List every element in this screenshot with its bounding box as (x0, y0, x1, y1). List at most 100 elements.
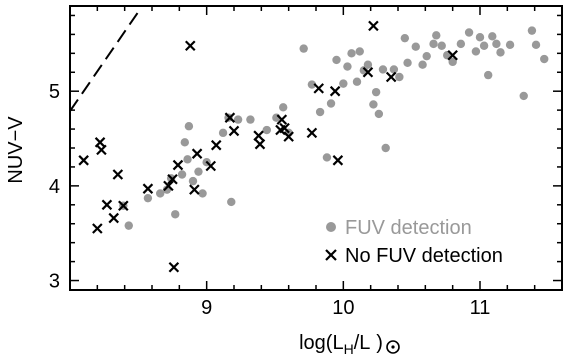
data-point-no-fuv-stroke-b (167, 173, 178, 185)
data-point-fuv (363, 60, 373, 69)
data-point-no-fuv-stroke-b (362, 66, 374, 78)
data-point-no-fuv-stroke-b (191, 148, 203, 159)
data-point-fuv (124, 221, 133, 230)
data-point-no-fuv-stroke-b (112, 169, 124, 180)
data-point-fuv (496, 48, 505, 57)
data-point-fuv (448, 57, 457, 67)
data-point-fuv (527, 26, 537, 35)
data-point-fuv (352, 77, 362, 86)
legend-label-fuv: FUV detection (345, 217, 472, 239)
data-point-fuv (369, 100, 378, 109)
data-point-fuv (479, 41, 489, 50)
data-point-no-fuv (228, 125, 240, 137)
x-axis-label-close: ) (376, 332, 383, 354)
data-point-fuv (332, 55, 341, 65)
data-point-no-fuv-stroke-b (78, 155, 89, 166)
x-axis-label-prefix: log(L (299, 332, 343, 354)
data-point-fuv (262, 125, 271, 135)
data-point-no-fuv-stroke-b (142, 183, 154, 194)
data-point-fuv (279, 103, 288, 112)
y-tick-label: 5 (49, 81, 60, 103)
data-point-fuv (188, 176, 198, 186)
data-point-no-fuv (385, 71, 397, 83)
data-point-no-fuv (142, 183, 154, 194)
legend-marker-fuv (326, 222, 336, 232)
data-point-no-fuv-stroke-b (254, 138, 266, 150)
data-point-fuv (156, 189, 165, 198)
data-point-no-fuv (279, 122, 290, 134)
data-point-fuv (326, 99, 336, 108)
data-point-fuv (411, 42, 420, 51)
data-point-fuv (400, 33, 410, 43)
data-point-no-fuv-stroke-b (253, 130, 264, 141)
data-point-no-fuv-stroke-b (189, 184, 200, 195)
data-point-no-fuv (163, 180, 174, 192)
legend: FUV detection No FUV detection (325, 217, 503, 267)
data-point-fuv (143, 193, 153, 203)
data-point-no-fuv (210, 139, 222, 151)
data-point-no-fuv (332, 155, 344, 166)
x-axis-label-middle: /L (354, 332, 371, 354)
data-point-no-fuv (172, 159, 184, 171)
data-point-fuv (395, 72, 404, 82)
data-point-fuv (475, 33, 485, 42)
data-point-fuv (180, 138, 189, 147)
data-point-no-fuv-stroke-b (385, 71, 397, 83)
data-point-fuv (347, 49, 356, 58)
sun-symbol-icon (386, 340, 400, 354)
data-point-no-fuv (78, 155, 89, 166)
data-point-fuv (343, 62, 352, 71)
data-point-no-fuv-stroke-b (276, 114, 288, 125)
data-point-no-fuv-stroke-b (228, 125, 240, 137)
data-point-fuv (464, 28, 474, 37)
data-point-fuv (531, 40, 541, 50)
data-point-no-fuv (189, 184, 200, 195)
data-point-no-fuv (205, 160, 217, 172)
data-point-no-fuv (118, 200, 129, 212)
data-point-fuv (437, 41, 446, 50)
data-point-no-fuv (167, 173, 178, 185)
y-tick-label: 4 (49, 176, 60, 198)
data-point-no-fuv (362, 66, 374, 78)
data-point-fuv (492, 39, 501, 49)
data-point-no-fuv-stroke-b (306, 127, 318, 139)
data-point-no-fuv (108, 212, 120, 224)
data-point-fuv (374, 109, 384, 119)
data-point-fuv (381, 143, 390, 153)
data-point-no-fuv-stroke-b (184, 40, 196, 52)
data-point-no-fuv-stroke-b (332, 155, 344, 166)
y-tick-label: 3 (49, 271, 60, 293)
series-no-fuv-detection (78, 20, 458, 273)
data-point-no-fuv (313, 83, 325, 94)
data-point-fuv (339, 79, 348, 88)
data-point-no-fuv (329, 85, 341, 97)
data-point-fuv (355, 47, 364, 56)
data-point-no-fuv-stroke-b (313, 83, 325, 94)
data-point-no-fuv-stroke-b (447, 49, 458, 61)
data-point-no-fuv (168, 262, 180, 273)
data-point-fuv (505, 40, 515, 50)
data-point-fuv (299, 44, 308, 53)
data-point-fuv (471, 47, 481, 56)
data-point-fuv (429, 39, 438, 49)
data-point-fuv (183, 155, 192, 164)
data-point-no-fuv-stroke-b (279, 122, 290, 134)
data-point-no-fuv (191, 148, 203, 159)
data-point-fuv (177, 170, 187, 179)
data-point-no-fuv-stroke-b (92, 223, 103, 234)
data-point-fuv (403, 58, 412, 67)
data-point-no-fuv-stroke-b (101, 199, 113, 211)
data-point-no-fuv-stroke-b (224, 112, 236, 123)
x-axis-label-subscript-h: H (344, 341, 354, 357)
data-point-no-fuv-stroke-b (168, 262, 180, 273)
data-point-fuv (198, 189, 207, 198)
data-point-no-fuv (96, 144, 107, 156)
data-point-fuv (389, 65, 399, 74)
data-point-fuv (540, 54, 549, 64)
data-point-no-fuv-stroke-b (108, 212, 120, 224)
data-point-no-fuv (368, 20, 379, 32)
data-point-no-fuv (276, 114, 288, 125)
data-point-no-fuv (253, 130, 264, 141)
